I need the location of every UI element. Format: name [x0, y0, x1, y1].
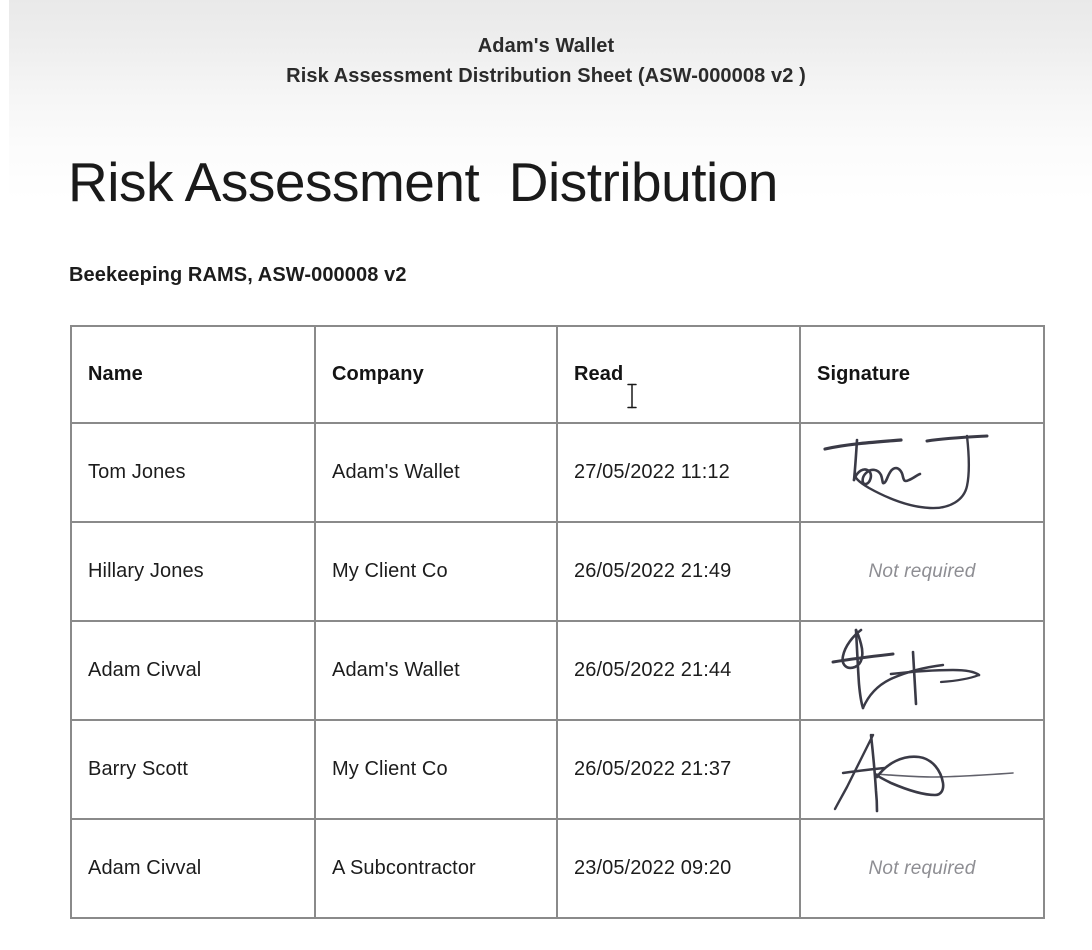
column-header-name-label: Name [88, 363, 143, 385]
cell-read: 26/05/2022 21:49 [556, 521, 801, 622]
signature-not-required-label: Not required [868, 560, 976, 582]
signature-barry-scott-icon [801, 721, 1043, 818]
cell-company: My Client Co [314, 521, 558, 622]
page-left-gutter [0, 0, 9, 950]
cell-signature [799, 422, 1045, 523]
page-title: Risk Assessment Distribution [68, 151, 778, 213]
cell-company: Adam's Wallet [314, 620, 558, 721]
cell-company: Adam's Wallet [314, 422, 558, 523]
document-header-subject: Risk Assessment Distribution Sheet (ASW-… [286, 65, 806, 87]
table-header-row: Name Company Read Signature [70, 325, 1045, 424]
cell-name: Barry Scott [70, 719, 316, 820]
cell-name: Adam Civval [70, 620, 316, 721]
column-header-name[interactable]: Name [70, 325, 316, 424]
cell-signature [799, 719, 1045, 820]
distribution-table: Name Company Read Signature Tom Jones Ad… [70, 325, 1045, 919]
cell-company: My Client Co [314, 719, 558, 820]
document-header: Adam's Wallet Risk Assessment Distributi… [0, 33, 1092, 89]
table-row: Tom Jones Adam's Wallet 27/05/2022 11:12 [70, 422, 1045, 523]
cell-company: A Subcontractor [314, 818, 558, 919]
table-row: Hillary Jones My Client Co 26/05/2022 21… [70, 521, 1045, 622]
column-header-signature[interactable]: Signature [799, 325, 1045, 424]
column-header-read[interactable]: Read [556, 325, 801, 424]
cell-name: Hillary Jones [70, 521, 316, 622]
cell-signature [799, 620, 1045, 721]
column-header-company-label: Company [332, 363, 424, 385]
text-ibeam-cursor [625, 381, 639, 411]
signature-not-required-label: Not required [868, 857, 976, 879]
cell-read: 27/05/2022 11:12 [556, 422, 801, 523]
cell-read: 26/05/2022 21:37 [556, 719, 801, 820]
cell-read: 26/05/2022 21:44 [556, 620, 801, 721]
cell-read: 23/05/2022 09:20 [556, 818, 801, 919]
cell-name: Adam Civval [70, 818, 316, 919]
signature-tom-jones-icon [801, 424, 1043, 521]
document-header-company: Adam's Wallet [477, 35, 615, 57]
page-top-shading [9, 0, 1092, 200]
cell-signature: Not required [799, 818, 1045, 919]
column-header-signature-label: Signature [817, 363, 911, 385]
page-subtitle: Beekeeping RAMS, ASW-000008 v2 [69, 264, 407, 286]
cell-signature: Not required [799, 521, 1045, 622]
table-row: Adam Civval A Subcontractor 23/05/2022 0… [70, 818, 1045, 919]
signature-adam-civval-icon [801, 622, 1043, 719]
column-header-read-label: Read [574, 363, 624, 385]
table-row: Barry Scott My Client Co 26/05/2022 21:3… [70, 719, 1045, 820]
table-row: Adam Civval Adam's Wallet 26/05/2022 21:… [70, 620, 1045, 721]
column-header-company[interactable]: Company [314, 325, 558, 424]
cell-name: Tom Jones [70, 422, 316, 523]
